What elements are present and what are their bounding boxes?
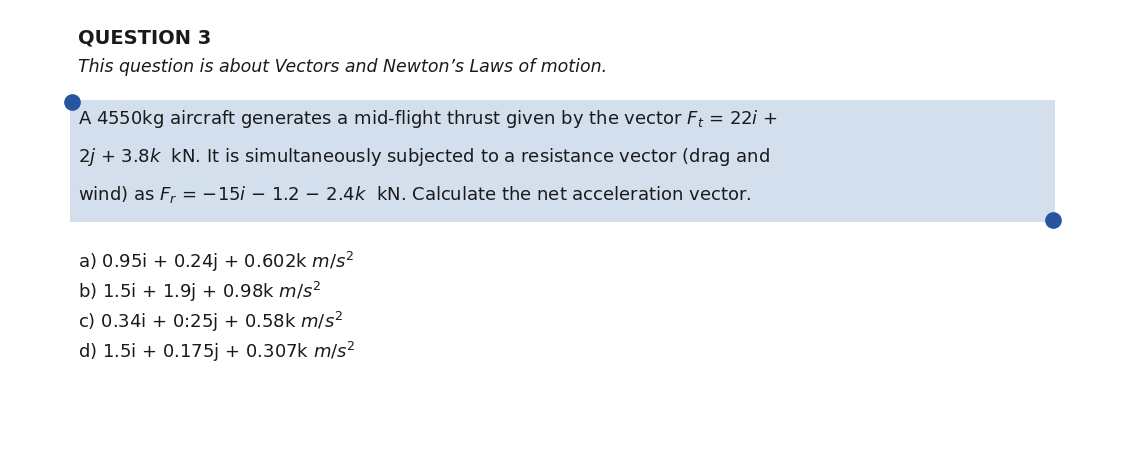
Text: This question is about Vectors and Newton’s Laws of motion.: This question is about Vectors and Newto…: [78, 58, 608, 76]
Text: c) 0.34i + 0:25j + 0.58k $m/s^2$: c) 0.34i + 0:25j + 0.58k $m/s^2$: [78, 310, 343, 334]
Text: wind) as $F_r$ = $-$15$i$ $-$ 1.2 $-$ 2.4$k$  kN. Calculate the net acceleration: wind) as $F_r$ = $-$15$i$ $-$ 1.2 $-$ 2.…: [78, 184, 752, 205]
Text: QUESTION 3: QUESTION 3: [78, 28, 212, 47]
Text: d) 1.5i + 0.175j + 0.307k $m/s^2$: d) 1.5i + 0.175j + 0.307k $m/s^2$: [78, 340, 356, 364]
Text: 2$j$ + 3.8$k$  kN. It is simultaneously subjected to a resistance vector (drag a: 2$j$ + 3.8$k$ kN. It is simultaneously s…: [78, 146, 770, 168]
FancyBboxPatch shape: [70, 100, 1055, 222]
Text: A 4550kg aircraft generates a mid-flight thrust given by the vector $F_t$ = 22$i: A 4550kg aircraft generates a mid-flight…: [78, 108, 777, 130]
Text: a) 0.95i + 0.24j + 0.602k $m/s^2$: a) 0.95i + 0.24j + 0.602k $m/s^2$: [78, 250, 354, 274]
Text: b) 1.5i + 1.9j + 0.98k $m/s^2$: b) 1.5i + 1.9j + 0.98k $m/s^2$: [78, 280, 322, 304]
